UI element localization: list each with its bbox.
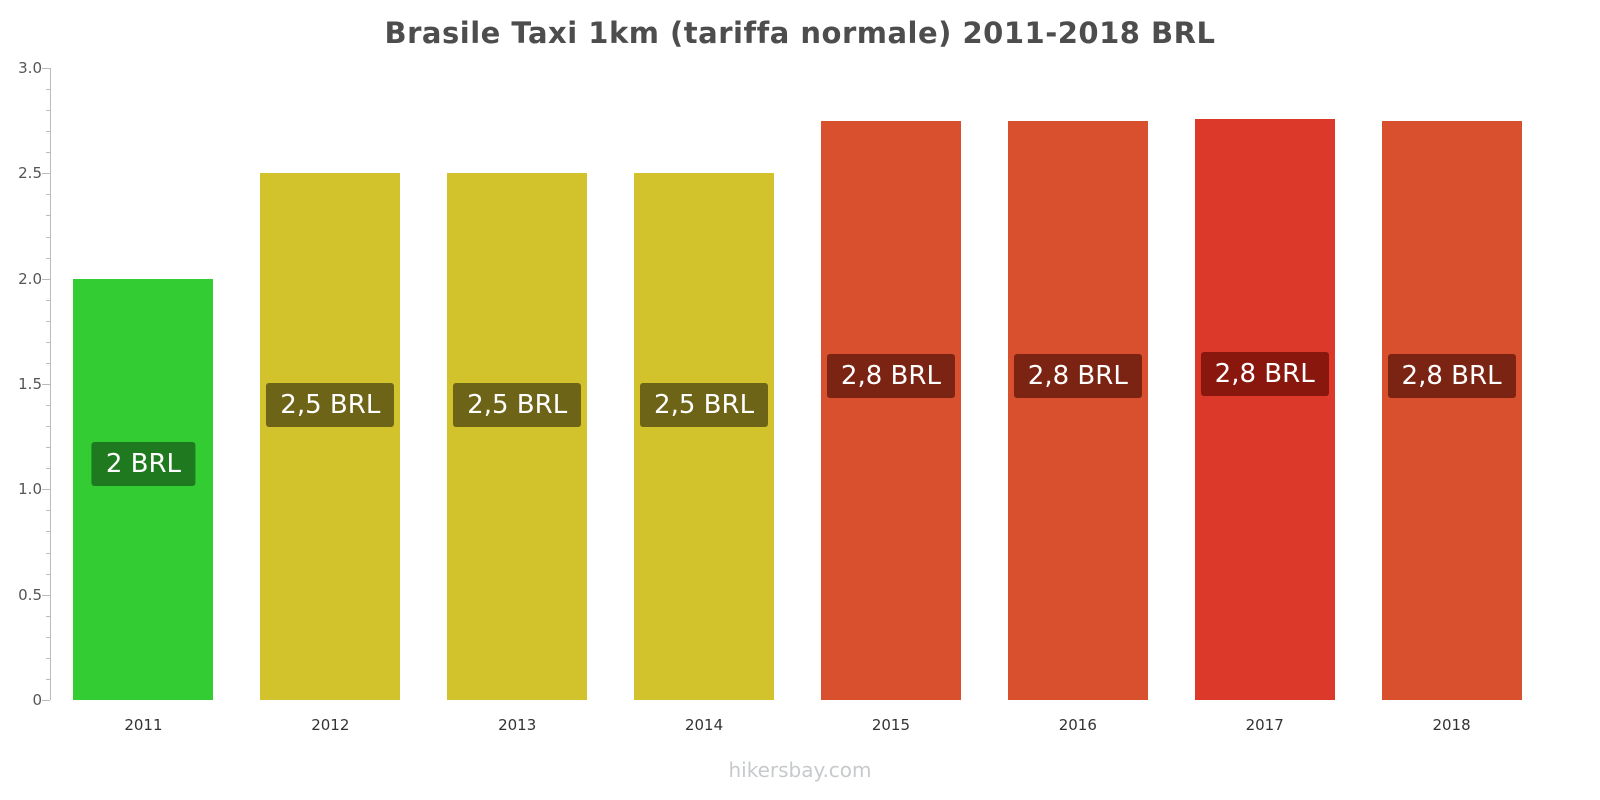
y-axis-line xyxy=(50,68,51,700)
y-minor-tick-mark xyxy=(46,320,50,322)
bar-value-label-2018: 2,8 BRL xyxy=(1387,353,1516,398)
bar-2016 xyxy=(1007,120,1148,700)
y-minor-tick-mark xyxy=(46,531,50,533)
y-minor-tick-mark xyxy=(46,215,50,217)
y-tick-mark xyxy=(42,384,50,385)
y-minor-tick-mark xyxy=(46,678,50,680)
y-minor-tick-mark xyxy=(46,636,50,638)
y-minor-tick-mark xyxy=(46,405,50,407)
x-tick-label-2017: 2017 xyxy=(1245,716,1284,734)
bar-2018 xyxy=(1381,120,1522,700)
y-tick-label-3.0: 3.0 xyxy=(18,59,42,77)
y-minor-tick-mark xyxy=(46,89,50,91)
y-tick-label-0: 0 xyxy=(32,691,42,709)
y-tick-label-0.5: 0.5 xyxy=(18,585,42,604)
y-minor-tick-mark xyxy=(46,468,50,470)
y-minor-tick-mark xyxy=(46,615,50,617)
x-tick-label-2011: 2011 xyxy=(124,716,163,734)
y-minor-tick-mark xyxy=(46,131,50,133)
y-tick-label-1.5: 1.5 xyxy=(18,375,42,393)
y-tick-mark xyxy=(42,489,50,491)
bar-value-label-2015: 2,8 BRL xyxy=(826,353,955,398)
y-minor-tick-mark xyxy=(46,657,50,659)
bar-2015 xyxy=(820,120,961,700)
y-minor-tick-mark xyxy=(46,552,50,554)
y-minor-tick-mark xyxy=(46,152,50,154)
y-minor-tick-mark xyxy=(46,194,50,196)
plot-area: 2 BRL 2011 2,5 BRL 2012 2,5 BRL 2013 2,5 BRL 20… xyxy=(50,68,1545,734)
y-minor-tick-mark xyxy=(46,426,50,428)
chart-title: Brasile Taxi 1km (tariffa normale) 2011-… xyxy=(384,16,1216,50)
y-tick-label-2.0: 2.0 xyxy=(18,269,42,288)
bar-value-label-2013: 2,5 BRL xyxy=(453,383,582,428)
y-tick-mark xyxy=(42,68,50,69)
x-tick-label-2016: 2016 xyxy=(1058,716,1097,734)
y-minor-tick-mark xyxy=(46,362,50,364)
watermark: hikersbay.com xyxy=(728,758,872,782)
y-minor-tick-mark xyxy=(46,110,50,112)
y-tick-mark xyxy=(42,594,50,596)
y-minor-tick-mark xyxy=(46,257,50,259)
bar-2017 xyxy=(1194,118,1335,700)
x-tick-label-2018: 2018 xyxy=(1432,716,1471,734)
bar-2013 xyxy=(447,173,588,700)
bar-2014 xyxy=(634,173,775,700)
y-minor-tick-mark xyxy=(46,447,50,449)
x-tick-label-2014: 2014 xyxy=(684,716,724,734)
bar-value-label-2017: 2,8 BRL xyxy=(1200,352,1329,397)
x-tick-label-2015: 2015 xyxy=(871,716,911,734)
y-minor-tick-mark xyxy=(46,236,50,238)
y-minor-tick-mark xyxy=(46,510,50,512)
y-tick-label-1.0: 1.0 xyxy=(18,480,42,499)
x-tick-label-2013: 2013 xyxy=(498,716,537,734)
y-tick-mark xyxy=(42,173,50,175)
bar-value-label-2016: 2,8 BRL xyxy=(1013,353,1142,398)
bar-value-label-2012: 2,5 BRL xyxy=(266,383,395,428)
bar-value-label-2014: 2,5 BRL xyxy=(640,383,769,428)
y-minor-tick-mark xyxy=(46,299,50,301)
bar-value-label-2011: 2 BRL xyxy=(91,442,196,487)
x-tick-label-2012: 2012 xyxy=(311,716,350,734)
y-tick-mark xyxy=(42,700,50,701)
y-tick-mark xyxy=(42,278,50,280)
y-minor-tick-mark xyxy=(46,573,50,575)
bar-2012 xyxy=(260,173,401,700)
y-minor-tick-mark xyxy=(46,341,50,343)
y-tick-label-2.5: 2.5 xyxy=(18,164,42,183)
bar-2011 xyxy=(73,278,214,700)
